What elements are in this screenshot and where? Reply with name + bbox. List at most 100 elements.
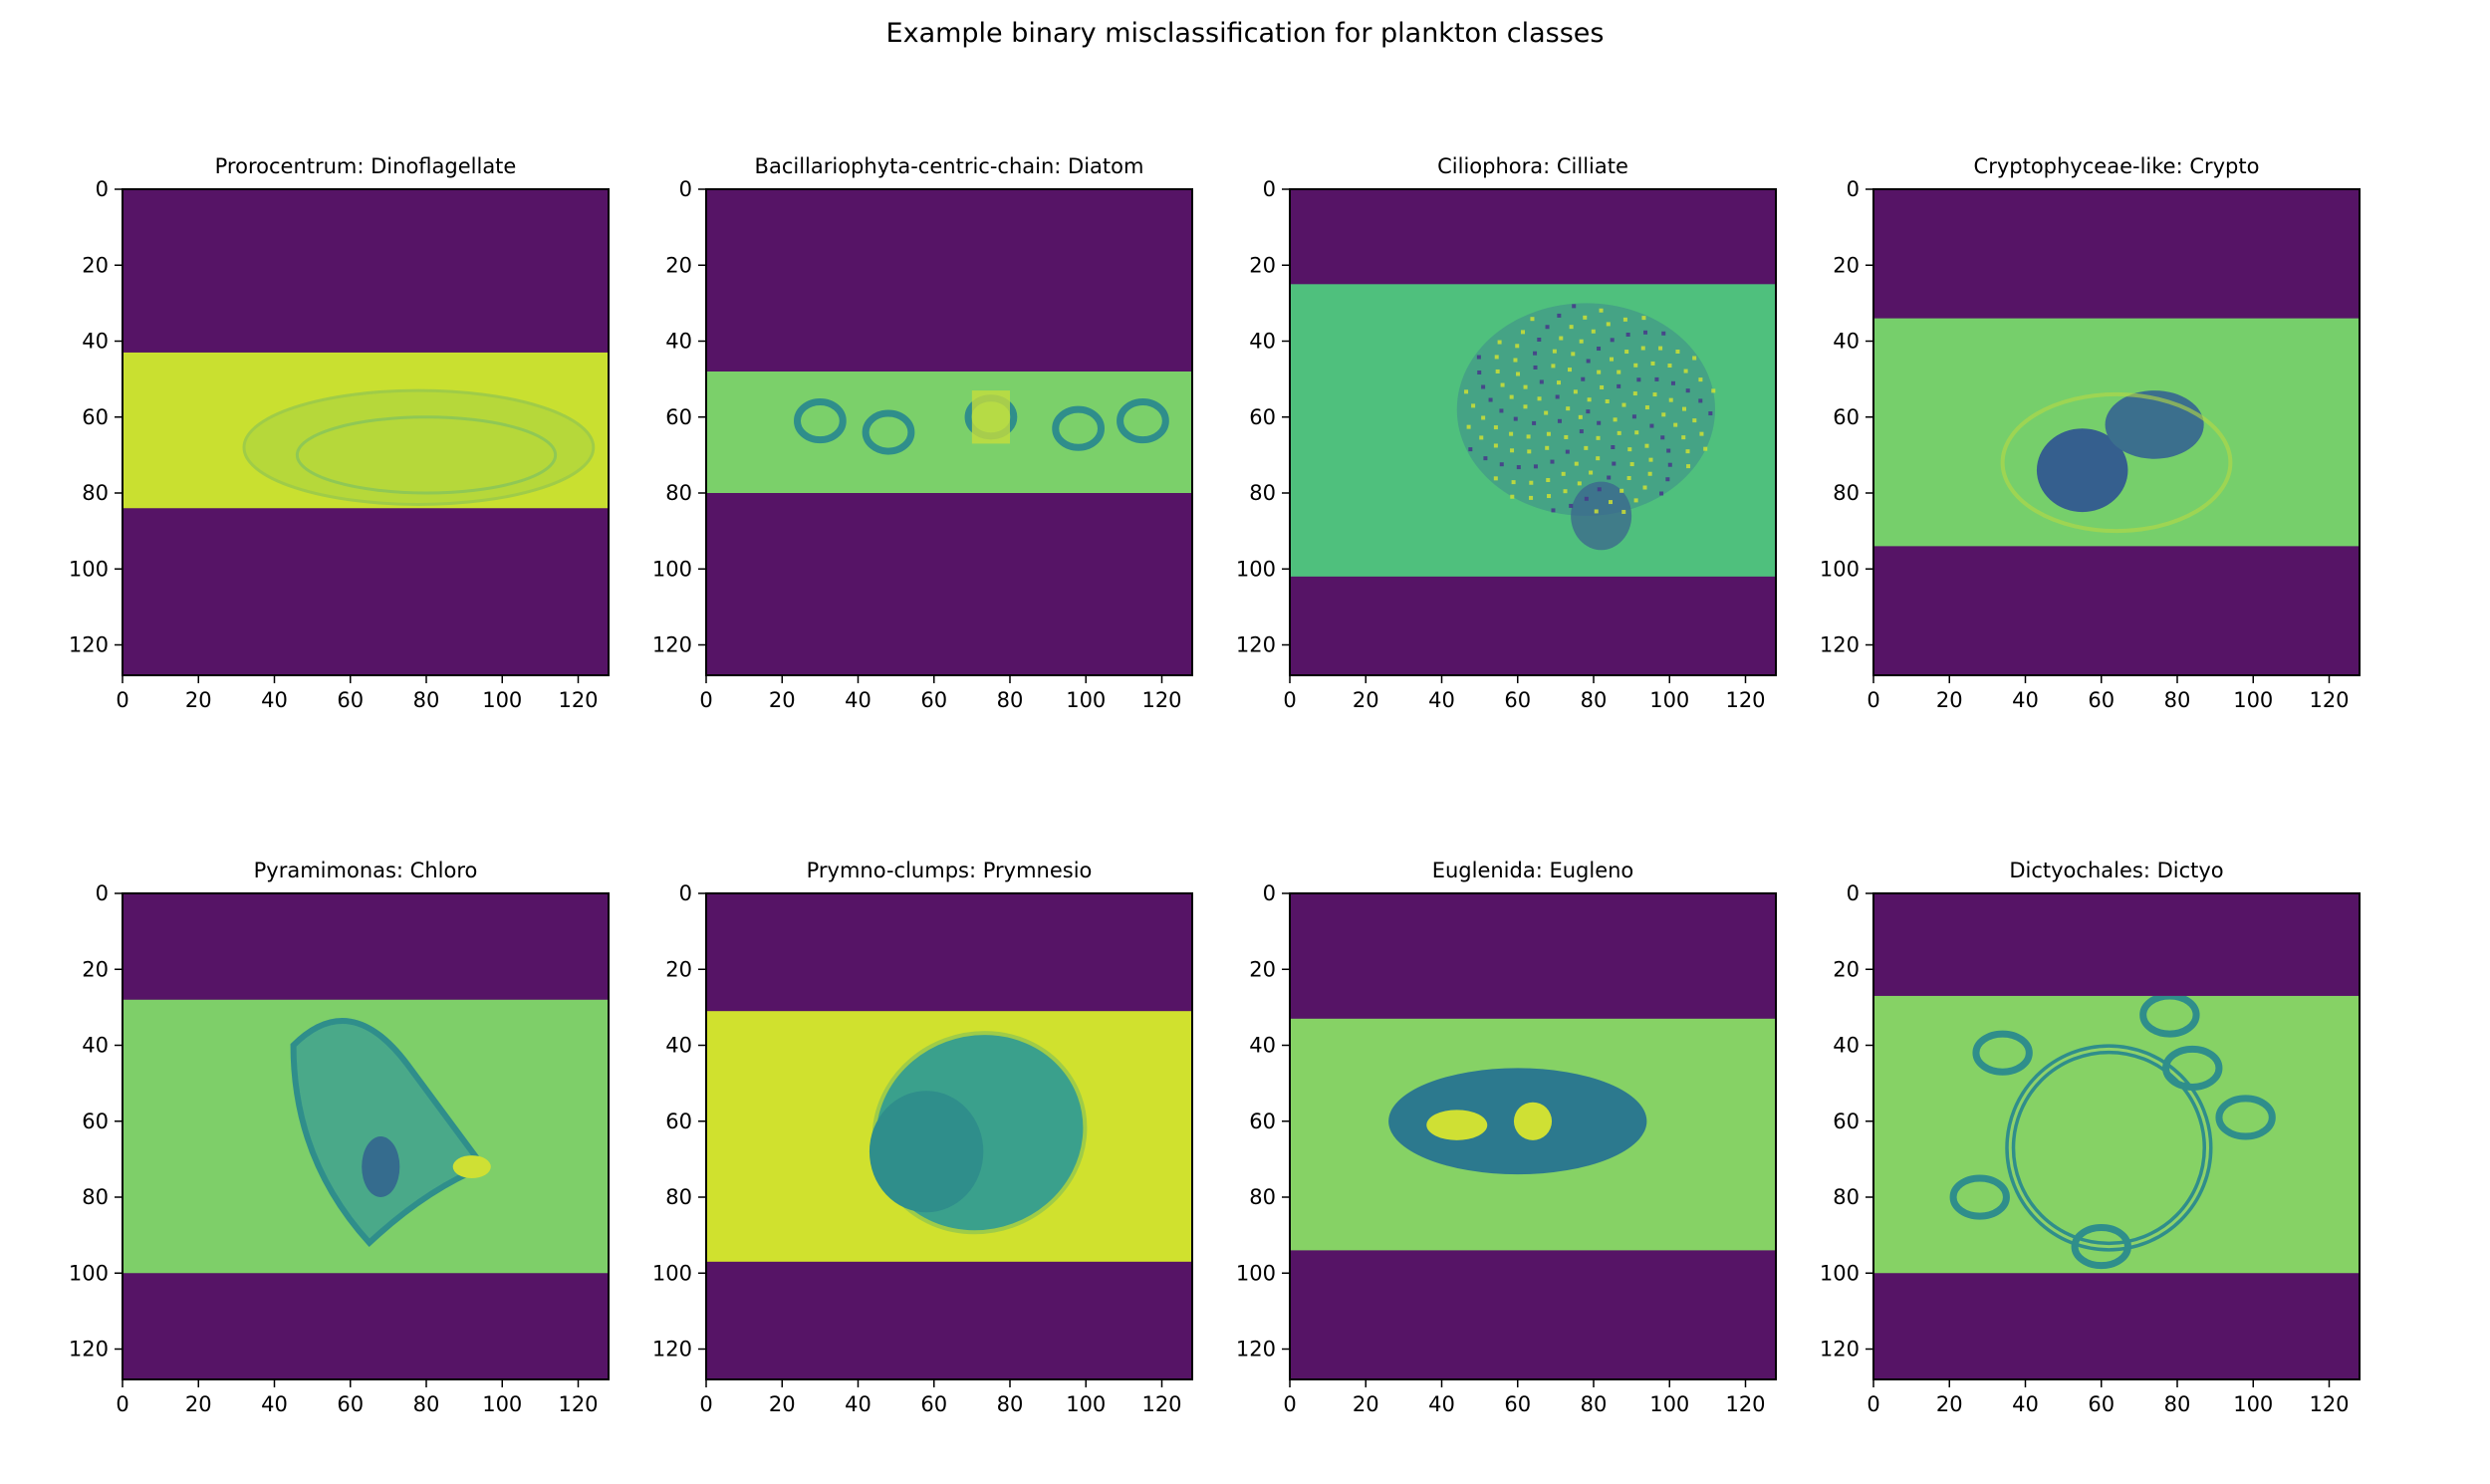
y-tick-label: 120 (1236, 633, 1276, 657)
y-tick-label: 40 (82, 1034, 109, 1058)
y-tick-label: 20 (1833, 957, 1860, 981)
x-tick-label: 40 (261, 688, 288, 712)
x-tick-label: 20 (185, 688, 212, 712)
y-tick-label: 0 (1263, 881, 1276, 905)
y-tick-label: 40 (665, 330, 692, 354)
subplot-title: Bacillariophyta-centric-chain: Diatom (755, 154, 1144, 178)
y-tick-label: 40 (82, 330, 109, 354)
x-tick-label: 0 (699, 688, 712, 712)
subplot-title: Euglenida: Eugleno (1432, 859, 1634, 882)
x-tick-label: 0 (116, 688, 128, 712)
image-band (706, 371, 1192, 493)
y-tick-label: 120 (69, 1338, 109, 1361)
x-tick-label: 120 (1725, 1392, 1765, 1416)
y-tick-label: 20 (1249, 957, 1276, 981)
plankton-specimen (242, 388, 596, 506)
x-tick-label: 120 (2309, 688, 2349, 712)
y-tick-label: 120 (652, 1338, 692, 1361)
x-tick-label: 40 (2012, 1392, 2039, 1416)
x-tick-label: 60 (920, 1392, 947, 1416)
x-tick-label: 60 (2088, 1392, 2115, 1416)
subplot-5: Pyramimonas: Chloro 0 20 40 60 80 100 120 0 20 40 6… (69, 859, 610, 1416)
y-tick-label: 0 (1263, 177, 1276, 201)
subplot-8: Dictyochales: Dictyo 0 20 40 60 80 100 120 0 20 40… (1820, 859, 2361, 1416)
y-tick-label: 100 (652, 1261, 692, 1285)
x-tick-label: 120 (1725, 688, 1765, 712)
subplot-1: Prorocentrum: Dinoflagellate 0 20 40 60 80 100… (69, 154, 610, 712)
subplot-title: Pyramimonas: Chloro (254, 859, 478, 882)
y-tick-label: 60 (1249, 405, 1276, 429)
x-tick-label: 20 (1353, 1392, 1379, 1416)
x-tick-label: 40 (2012, 688, 2039, 712)
y-tick-label: 80 (665, 1185, 692, 1209)
y-tick-label: 20 (1249, 253, 1276, 277)
x-tick-label: 40 (845, 1392, 872, 1416)
y-tick-label: 100 (1236, 1261, 1276, 1285)
axes-frame (122, 188, 610, 676)
x-tick-label: 40 (1428, 688, 1455, 712)
axes-frame (1872, 188, 2361, 676)
axes-frame (1872, 892, 2361, 1380)
x-tick-label: 80 (1581, 688, 1608, 712)
subplot-7: Euglenida: Eugleno 0 20 40 60 80 100 120 0 20 40 60… (1236, 859, 1777, 1416)
y-tick-label: 40 (1833, 330, 1860, 354)
y-tick-label: 0 (96, 881, 109, 905)
x-tick-label: 120 (558, 1392, 598, 1416)
y-tick-label: 0 (1847, 881, 1860, 905)
x-tick-label: 20 (1936, 1392, 1963, 1416)
y-tick-label: 0 (96, 177, 109, 201)
axes-frame (1289, 188, 1777, 676)
x-tick-label: 0 (1283, 688, 1296, 712)
x-tick-label: 100 (482, 1392, 522, 1416)
x-tick-label: 120 (2309, 1392, 2349, 1416)
x-tick-label: 80 (413, 688, 440, 712)
x-tick-label: 40 (261, 1392, 288, 1416)
figure-title: Example binary misclassification for pla… (885, 18, 1605, 49)
x-tick-label: 100 (1066, 688, 1106, 712)
plankton-specimen (290, 1018, 491, 1248)
x-tick-label: 60 (337, 1392, 364, 1416)
y-tick-label: 0 (679, 177, 692, 201)
y-tick-label: 40 (665, 1034, 692, 1058)
subplot-4: Cryptophyceae-like: Crypto 0 20 40 60 80 100 12… (1820, 154, 2361, 712)
y-tick-label: 60 (82, 405, 109, 429)
y-tick-label: 100 (652, 557, 692, 581)
plankton-specimen (1949, 995, 2276, 1270)
y-tick-label: 60 (82, 1110, 109, 1133)
x-tick-label: 0 (1867, 688, 1879, 712)
y-tick-label: 120 (1820, 1338, 1860, 1361)
x-tick-label: 0 (116, 1392, 128, 1416)
y-tick-label: 80 (1249, 1185, 1276, 1209)
y-tick-label: 20 (665, 253, 692, 277)
subplot-2: Bacillariophyta-centric-chain: Diatom 0 20… (652, 154, 1193, 712)
y-tick-label: 100 (1820, 557, 1860, 581)
x-tick-label: 60 (2088, 688, 2115, 712)
x-tick-label: 0 (1283, 1392, 1296, 1416)
x-tick-label: 80 (1581, 1392, 1608, 1416)
x-tick-label: 100 (1649, 688, 1689, 712)
y-tick-label: 60 (665, 405, 692, 429)
x-tick-label: 80 (413, 1392, 440, 1416)
x-tick-label: 60 (1504, 1392, 1531, 1416)
x-tick-label: 120 (1141, 1392, 1181, 1416)
x-tick-label: 20 (1936, 688, 1963, 712)
x-tick-label: 100 (1066, 1392, 1106, 1416)
y-tick-label: 100 (1820, 1261, 1860, 1285)
y-tick-label: 80 (1833, 1185, 1860, 1209)
axes-frame (705, 188, 1193, 676)
x-tick-label: 60 (337, 688, 364, 712)
y-tick-label: 20 (82, 957, 109, 981)
y-tick-label: 120 (1236, 1338, 1276, 1361)
axes-frame (1289, 892, 1777, 1380)
x-tick-label: 20 (1353, 688, 1379, 712)
y-tick-label: 60 (1833, 1110, 1860, 1133)
y-tick-label: 60 (665, 1110, 692, 1133)
x-tick-label: 120 (1141, 688, 1181, 712)
y-tick-label: 0 (1847, 177, 1860, 201)
x-tick-label: 100 (2233, 1392, 2273, 1416)
y-tick-label: 0 (679, 881, 692, 905)
y-tick-label: 80 (665, 481, 692, 505)
x-tick-label: 20 (185, 1392, 212, 1416)
